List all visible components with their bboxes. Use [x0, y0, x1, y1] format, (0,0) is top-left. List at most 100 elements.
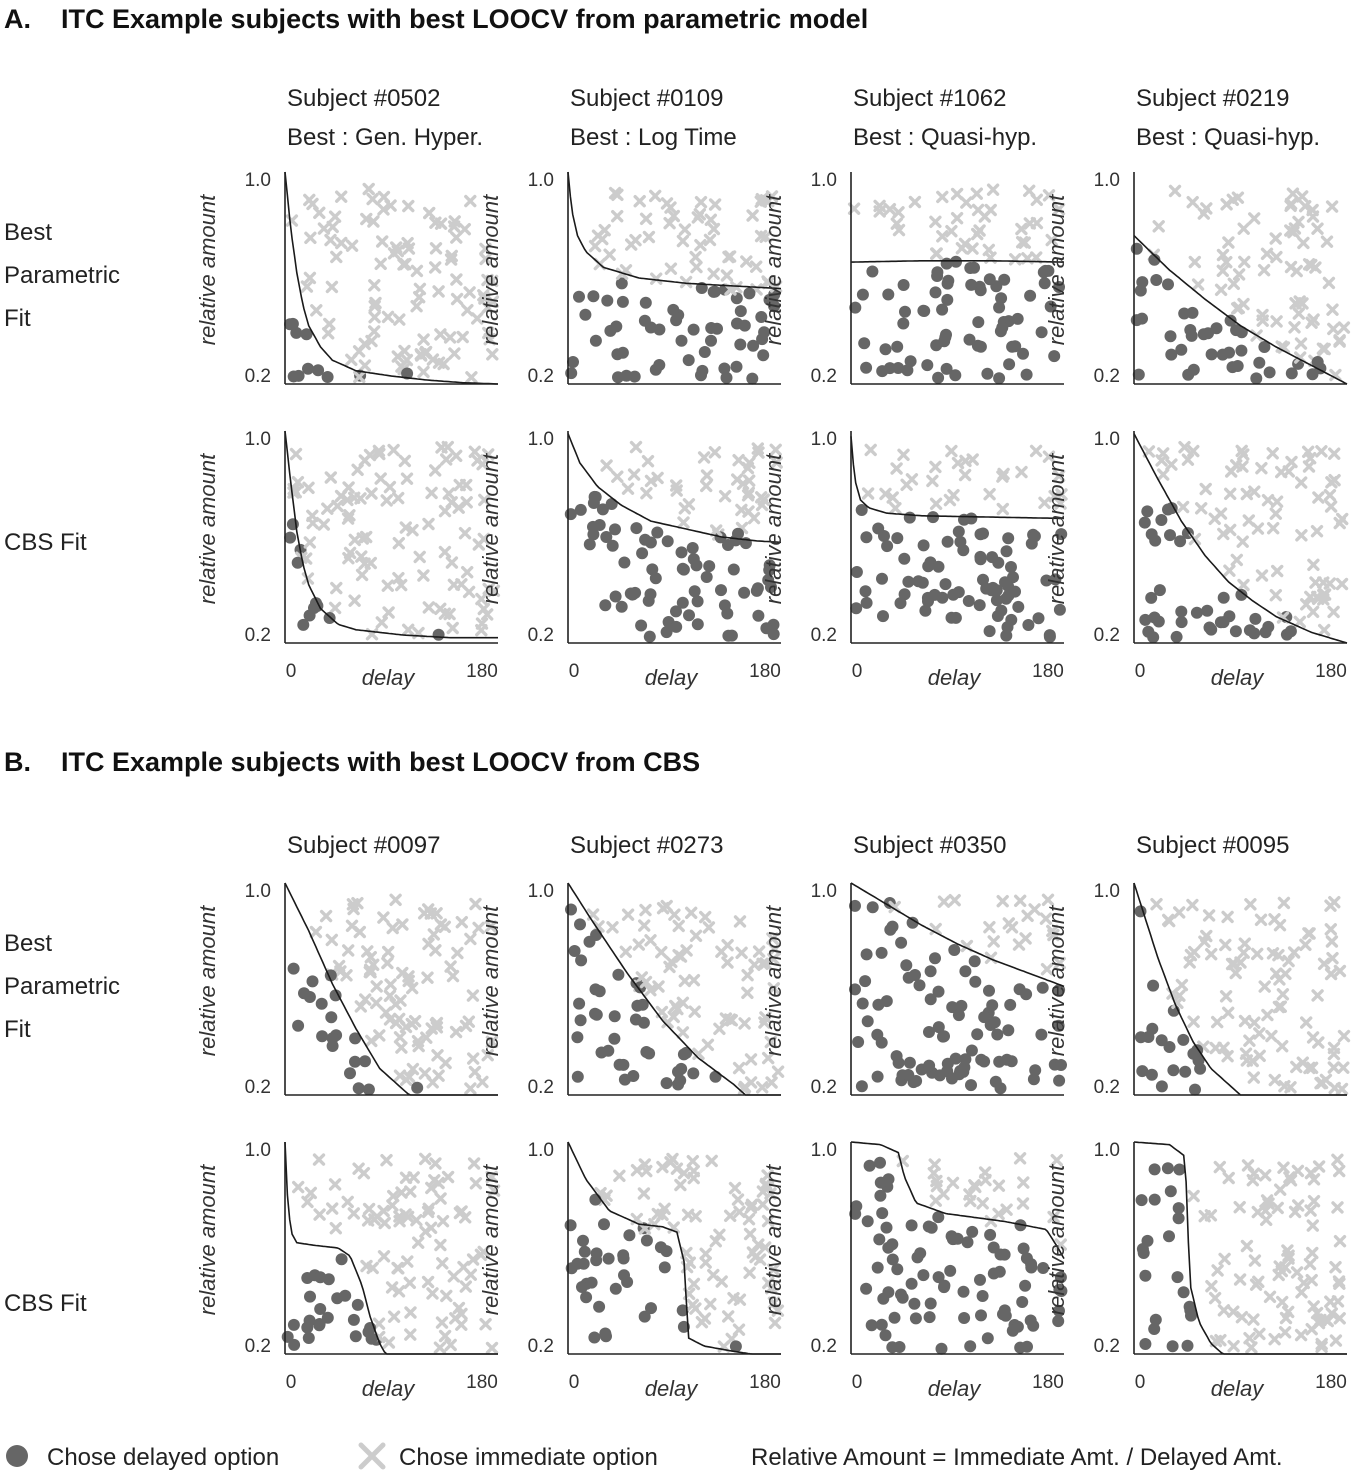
delayed-choice-point [589, 491, 602, 503]
immediate-choice-point [1213, 1160, 1226, 1174]
immediate-choice-point [303, 271, 317, 285]
delayed-choice-point [608, 1010, 621, 1023]
immediate-choice-point [718, 490, 732, 503]
immediate-choice-point [365, 487, 378, 500]
delayed-choice-point [940, 257, 953, 270]
delayed-choice-point [897, 317, 910, 330]
delayed-choice-point [1217, 591, 1230, 604]
immediate-choice-point [340, 969, 353, 982]
delayed-choice-point [331, 1292, 344, 1305]
immediate-choice-point [743, 1266, 756, 1279]
immediate-choice-point [752, 945, 766, 958]
immediate-choice-point [674, 950, 688, 963]
y-tick-label: 0.2 [528, 366, 554, 387]
delayed-choice-point [315, 997, 328, 1010]
delayed-choice-point [947, 588, 960, 601]
delayed-choice-point [703, 560, 716, 573]
immediate-choice-point [1272, 1000, 1286, 1014]
immediate-choice-point [1188, 945, 1201, 959]
immediate-choice-point [689, 1302, 702, 1315]
immediate-choice-point [384, 978, 397, 991]
immediate-choice-point [1199, 482, 1212, 496]
delayed-choice-point [297, 618, 310, 631]
immediate-choice-point [1205, 948, 1218, 961]
immediate-choice-point [639, 903, 652, 917]
immediate-choice-point [392, 537, 405, 550]
delayed-choice-point [955, 999, 968, 1012]
delayed-choice-point [1136, 1243, 1149, 1255]
delayed-choice-point [1175, 616, 1188, 629]
immediate-choice-point [1246, 1174, 1259, 1187]
immediate-choice-point [372, 444, 386, 458]
best-model-label: Best : Gen. Hyper. [287, 124, 483, 151]
immediate-choice-point [381, 579, 394, 592]
immediate-choice-point [1186, 196, 1199, 209]
immediate-choice-point [1268, 1333, 1281, 1346]
delayed-choice-point [734, 305, 747, 318]
delayed-choice-point [344, 1067, 356, 1080]
immediate-choice-point [1224, 487, 1237, 500]
delayed-choice-point [1025, 537, 1038, 550]
delayed-choice-point [738, 319, 751, 332]
delayed-choice-point [873, 1233, 886, 1246]
immediate-choice-point [310, 304, 323, 317]
immediate-choice-point [768, 1316, 782, 1330]
delayed-choice-point [1163, 1230, 1175, 1243]
immediate-choice-point [640, 487, 653, 500]
immediate-choice-point [748, 958, 761, 971]
immediate-choice-point [1270, 495, 1284, 508]
immediate-choice-point [400, 472, 414, 485]
immediate-choice-point [461, 304, 474, 317]
immediate-choice-point [700, 479, 713, 493]
delayed-choice-point [292, 1019, 305, 1032]
delayed-choice-point [1205, 623, 1218, 636]
delayed-choice-point [281, 1330, 294, 1343]
immediate-choice-point [1241, 1159, 1255, 1172]
delayed-choice-point [589, 1007, 601, 1020]
immediate-choice-point [324, 233, 337, 247]
delayed-choice-point [948, 944, 961, 956]
immediate-choice-point [701, 1038, 715, 1051]
delayed-choice-point [958, 1312, 971, 1324]
immediate-choice-point [642, 230, 656, 244]
immediate-choice-point [401, 1255, 414, 1268]
delayed-choice-point [1001, 621, 1014, 634]
immediate-choice-point [430, 1021, 444, 1034]
immediate-choice-point [1307, 1300, 1320, 1313]
immediate-choice-point [890, 462, 903, 475]
immediate-choice-point [448, 215, 461, 228]
immediate-choice-point [462, 1015, 475, 1028]
immediate-choice-point [756, 1081, 769, 1094]
immediate-choice-point [1288, 1205, 1302, 1219]
x-tick-label: 0 [852, 661, 863, 682]
immediate-choice-point [485, 1341, 499, 1355]
immediate-choice-point [708, 446, 722, 459]
immediate-choice-point [1029, 444, 1043, 458]
immediate-choice-point [660, 197, 674, 210]
immediate-choice-point [1337, 1061, 1350, 1074]
delayed-choice-point [287, 370, 300, 383]
immediate-choice-point [1294, 337, 1308, 350]
x-tick-label: 0 [569, 1372, 580, 1393]
x-tick-label: 180 [749, 661, 781, 682]
immediate-choice-point [1293, 615, 1306, 629]
immediate-choice-point [1238, 255, 1251, 269]
immediate-choice-point [1328, 1081, 1341, 1095]
immediate-choice-point [713, 1022, 726, 1035]
delayed-choice-point [636, 547, 649, 560]
immediate-choice-point [1150, 898, 1163, 911]
immediate-choice-point [1295, 476, 1308, 489]
immediate-choice-point [321, 502, 334, 515]
delayed-choice-point [564, 1219, 577, 1232]
immediate-choice-point [978, 210, 991, 223]
delayed-choice-point [1020, 1252, 1033, 1265]
immediate-choice-point [958, 468, 972, 482]
delayed-choice-point [1044, 300, 1057, 313]
immediate-choice-point [306, 509, 319, 522]
delayed-choice-point [653, 323, 666, 336]
best-model-label: Best : Quasi-hyp. [1136, 124, 1320, 151]
immediate-choice-point [441, 1170, 455, 1184]
immediate-choice-point [1237, 297, 1250, 311]
immediate-choice-point [464, 932, 477, 946]
panel: 1.0 0.2 relative amount 0 180 delay [761, 429, 1068, 690]
